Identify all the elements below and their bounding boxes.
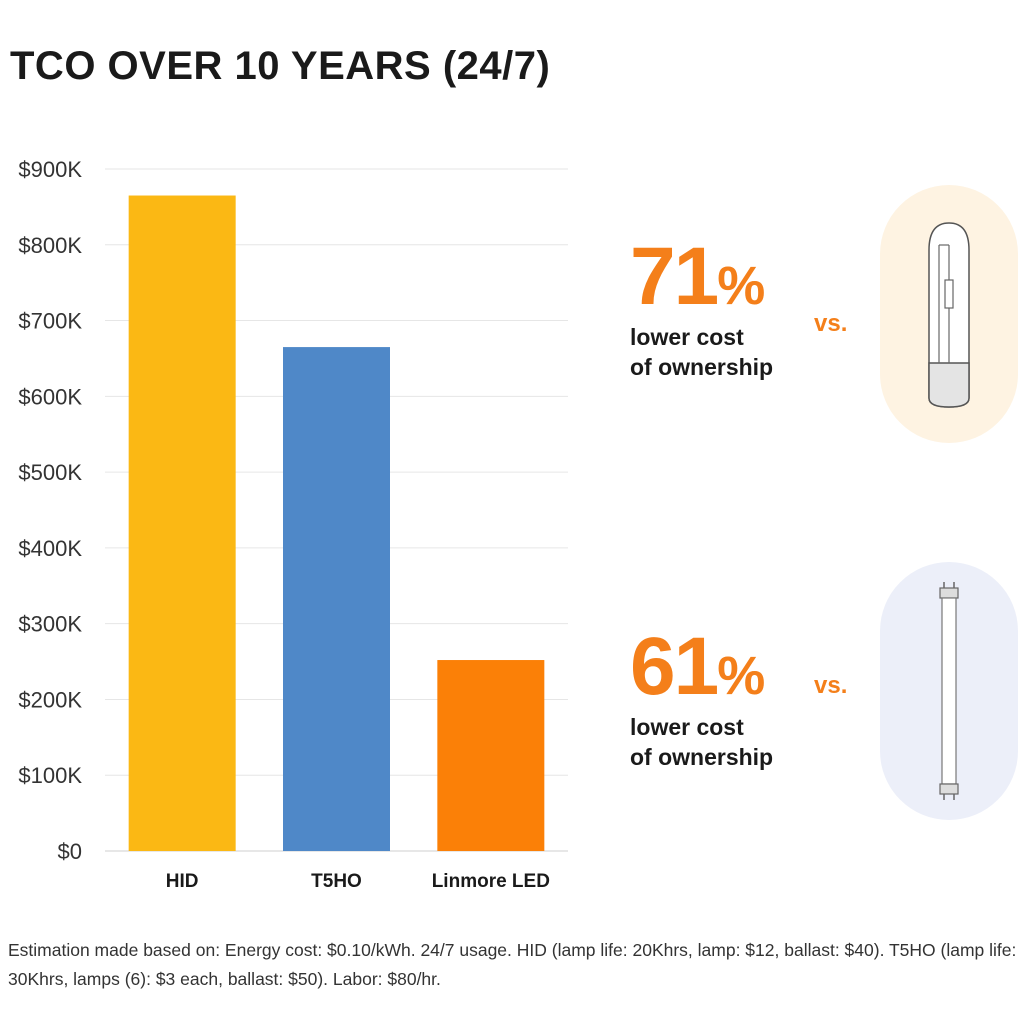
bars: [128, 195, 545, 851]
y-tick-label: $500K: [18, 460, 82, 485]
vs-label: vs.: [814, 310, 848, 337]
comparison-description: lower cost of ownership: [630, 322, 773, 382]
y-tick-label: $100K: [18, 763, 82, 788]
percent-value: 61%: [630, 626, 773, 708]
bar-hid: [128, 195, 236, 851]
description-line-1: lower cost: [630, 324, 744, 350]
percent-value: 71%: [630, 236, 773, 318]
comparison-hid: 71% lower cost of ownership: [630, 236, 773, 382]
comparison-t5ho: 61% lower cost of ownership: [630, 626, 773, 772]
bar-linmore-led: [437, 660, 545, 851]
x-tick-label: Linmore LED: [432, 871, 550, 892]
percent-number: 61: [630, 621, 719, 712]
y-tick-label: $300K: [18, 612, 82, 637]
description-line-2: of ownership: [630, 744, 774, 770]
percent-sign: %: [717, 256, 766, 316]
comparison-description: lower cost of ownership: [630, 712, 773, 772]
vs-label: vs.: [814, 672, 848, 699]
y-tick-label: $700K: [18, 309, 82, 334]
y-tick-label: $400K: [18, 536, 82, 561]
y-axis-ticks: $0 $100K $200K $300K $400K $500K $600K $700K $80…: [18, 157, 82, 864]
y-tick-label: $0: [58, 839, 82, 864]
percent-sign: %: [717, 646, 766, 706]
x-tick-label: T5HO: [311, 871, 362, 892]
footnote: Estimation made based on: Energy cost: $…: [8, 940, 1017, 989]
y-tick-label: $800K: [18, 233, 82, 258]
y-tick-label: $200K: [18, 687, 82, 712]
hid-bulb-bubble: [880, 185, 1018, 443]
percent-number: 71: [630, 231, 719, 322]
description-line-2: of ownership: [630, 354, 774, 380]
y-tick-label: $600K: [18, 384, 82, 409]
fluorescent-tube-bubble: [880, 562, 1018, 820]
fluorescent-tube-icon: [939, 582, 959, 800]
x-tick-label: HID: [166, 871, 199, 892]
chart-title: TCO OVER 10 YEARS (24/7): [10, 44, 551, 88]
bar-chart: $0 $100K $200K $300K $400K $500K $600K $700K $80…: [18, 157, 568, 892]
y-tick-label: $900K: [18, 157, 82, 182]
hid-bulb-icon: [928, 222, 970, 408]
description-line-1: lower cost: [630, 714, 744, 740]
x-axis-ticks: HID T5HO Linmore LED: [166, 871, 550, 892]
bar-t5ho: [283, 347, 390, 851]
